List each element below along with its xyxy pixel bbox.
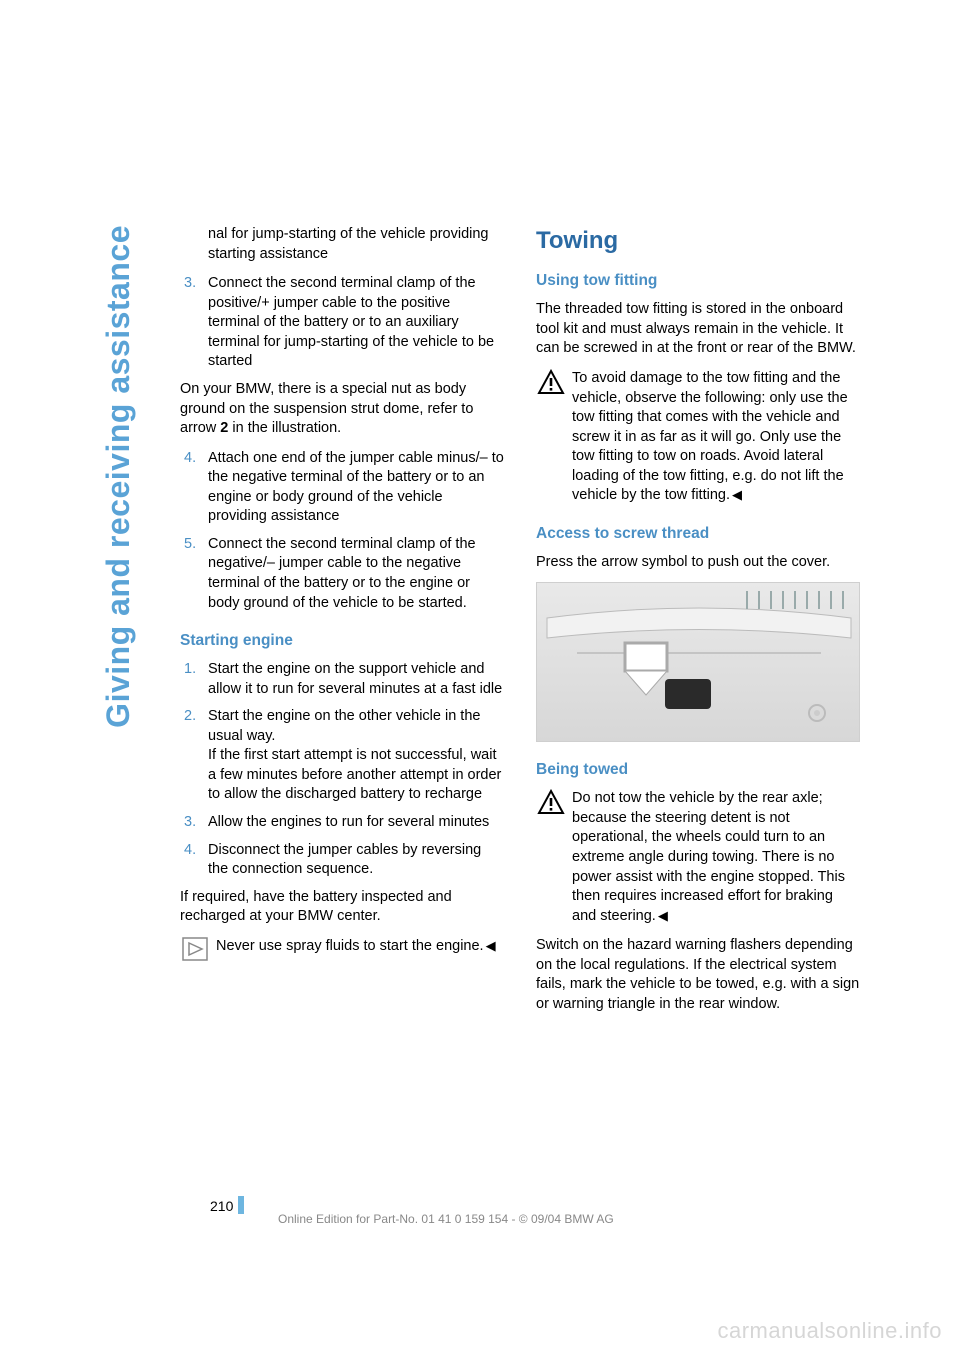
ordered-item-e4: 4. Disconnect the jumper cables by rever…	[180, 841, 504, 880]
footer-text: Online Edition for Part-No. 01 41 0 159 …	[278, 1212, 614, 1226]
heading-towing: Towing	[536, 225, 860, 257]
page-number-bar	[238, 1196, 244, 1214]
end-marker-icon: ◀	[486, 937, 496, 955]
warning-text: To avoid damage to the tow fitting and t…	[572, 369, 860, 506]
heading-using-tow-fitting: Using tow fitting	[536, 271, 860, 292]
manual-page: Giving and receiving assistance nal for …	[0, 0, 960, 1358]
info-note: Never use spray fluids to start the engi…	[180, 937, 504, 963]
right-column: Towing Using tow fitting The threaded to…	[536, 225, 860, 1025]
text: Never use spray fluids to start the engi…	[216, 938, 484, 954]
warning-icon	[536, 789, 566, 815]
warning-icon	[536, 369, 566, 395]
list-text: Disconnect the jumper cables by reversin…	[208, 841, 504, 880]
list-continuation: nal for jump-starting of the vehicle pro…	[180, 225, 504, 264]
list-text: Start the engine on the other vehicle in…	[208, 707, 504, 805]
list-text: Attach one end of the jumper cable minus…	[208, 449, 504, 527]
list-marker: 3.	[180, 813, 208, 833]
heading-access-screw-thread: Access to screw thread	[536, 524, 860, 545]
list-marker: 4.	[180, 449, 208, 527]
ordered-item-e1: 1. Start the engine on the support vehic…	[180, 660, 504, 699]
list-marker: 5.	[180, 535, 208, 613]
watermark: carmanualsonline.info	[717, 1318, 942, 1344]
list-text: Start the engine on the support vehicle …	[208, 660, 504, 699]
warning-note: To avoid damage to the tow fitting and t…	[536, 369, 860, 506]
paragraph: On your BMW, there is a special nut as b…	[180, 380, 504, 439]
list-marker: 4.	[180, 841, 208, 880]
page-number: 210	[210, 1198, 233, 1214]
warning-text: Do not tow the vehicle by the rear axle;…	[572, 789, 860, 926]
ordered-item-e2: 2. Start the engine on the other vehicle…	[180, 707, 504, 805]
list-marker: 1.	[180, 660, 208, 699]
text: nal for jump-starting of the vehicle pro…	[208, 226, 488, 262]
list-text: Connect the second terminal clamp of the…	[208, 274, 504, 372]
info-icon	[180, 937, 210, 963]
list-text: Connect the second terminal clamp of the…	[208, 535, 504, 613]
ordered-item-4: 4. Attach one end of the jumper cable mi…	[180, 449, 504, 527]
ordered-item-e3: 3. Allow the engines to run for several …	[180, 813, 504, 833]
heading-starting-engine: Starting engine	[180, 631, 504, 652]
list-text: Allow the engines to run for several min…	[208, 813, 504, 833]
section-side-label: Giving and receiving assistance	[100, 225, 137, 728]
side-label-text: Giving and receiving assistance	[100, 225, 136, 728]
end-marker-icon: ◀	[658, 907, 668, 925]
paragraph: The threaded tow fitting is stored in th…	[536, 300, 860, 359]
ordered-item-5: 5. Connect the second terminal clamp of …	[180, 535, 504, 613]
list-marker: 2.	[180, 707, 208, 805]
content-columns: nal for jump-starting of the vehicle pro…	[180, 225, 860, 1025]
text: To avoid damage to the tow fitting and t…	[572, 370, 848, 503]
list-marker: 3.	[180, 274, 208, 372]
warning-note: Do not tow the vehicle by the rear axle;…	[536, 789, 860, 926]
paragraph: Press the arrow symbol to push out the c…	[536, 553, 860, 573]
tow-cover-figure	[536, 582, 860, 742]
left-column: nal for jump-starting of the vehicle pro…	[180, 225, 504, 1025]
end-marker-icon: ◀	[732, 486, 742, 504]
text: Do not tow the vehicle by the rear axle;…	[572, 790, 845, 923]
paragraph: If required, have the battery inspected …	[180, 888, 504, 927]
ordered-item-3: 3. Connect the second terminal clamp of …	[180, 274, 504, 372]
text: in the illustration.	[228, 420, 341, 436]
note-text: Never use spray fluids to start the engi…	[216, 937, 504, 963]
paragraph: Switch on the hazard warning flashers de…	[536, 936, 860, 1014]
heading-being-towed: Being towed	[536, 760, 860, 781]
